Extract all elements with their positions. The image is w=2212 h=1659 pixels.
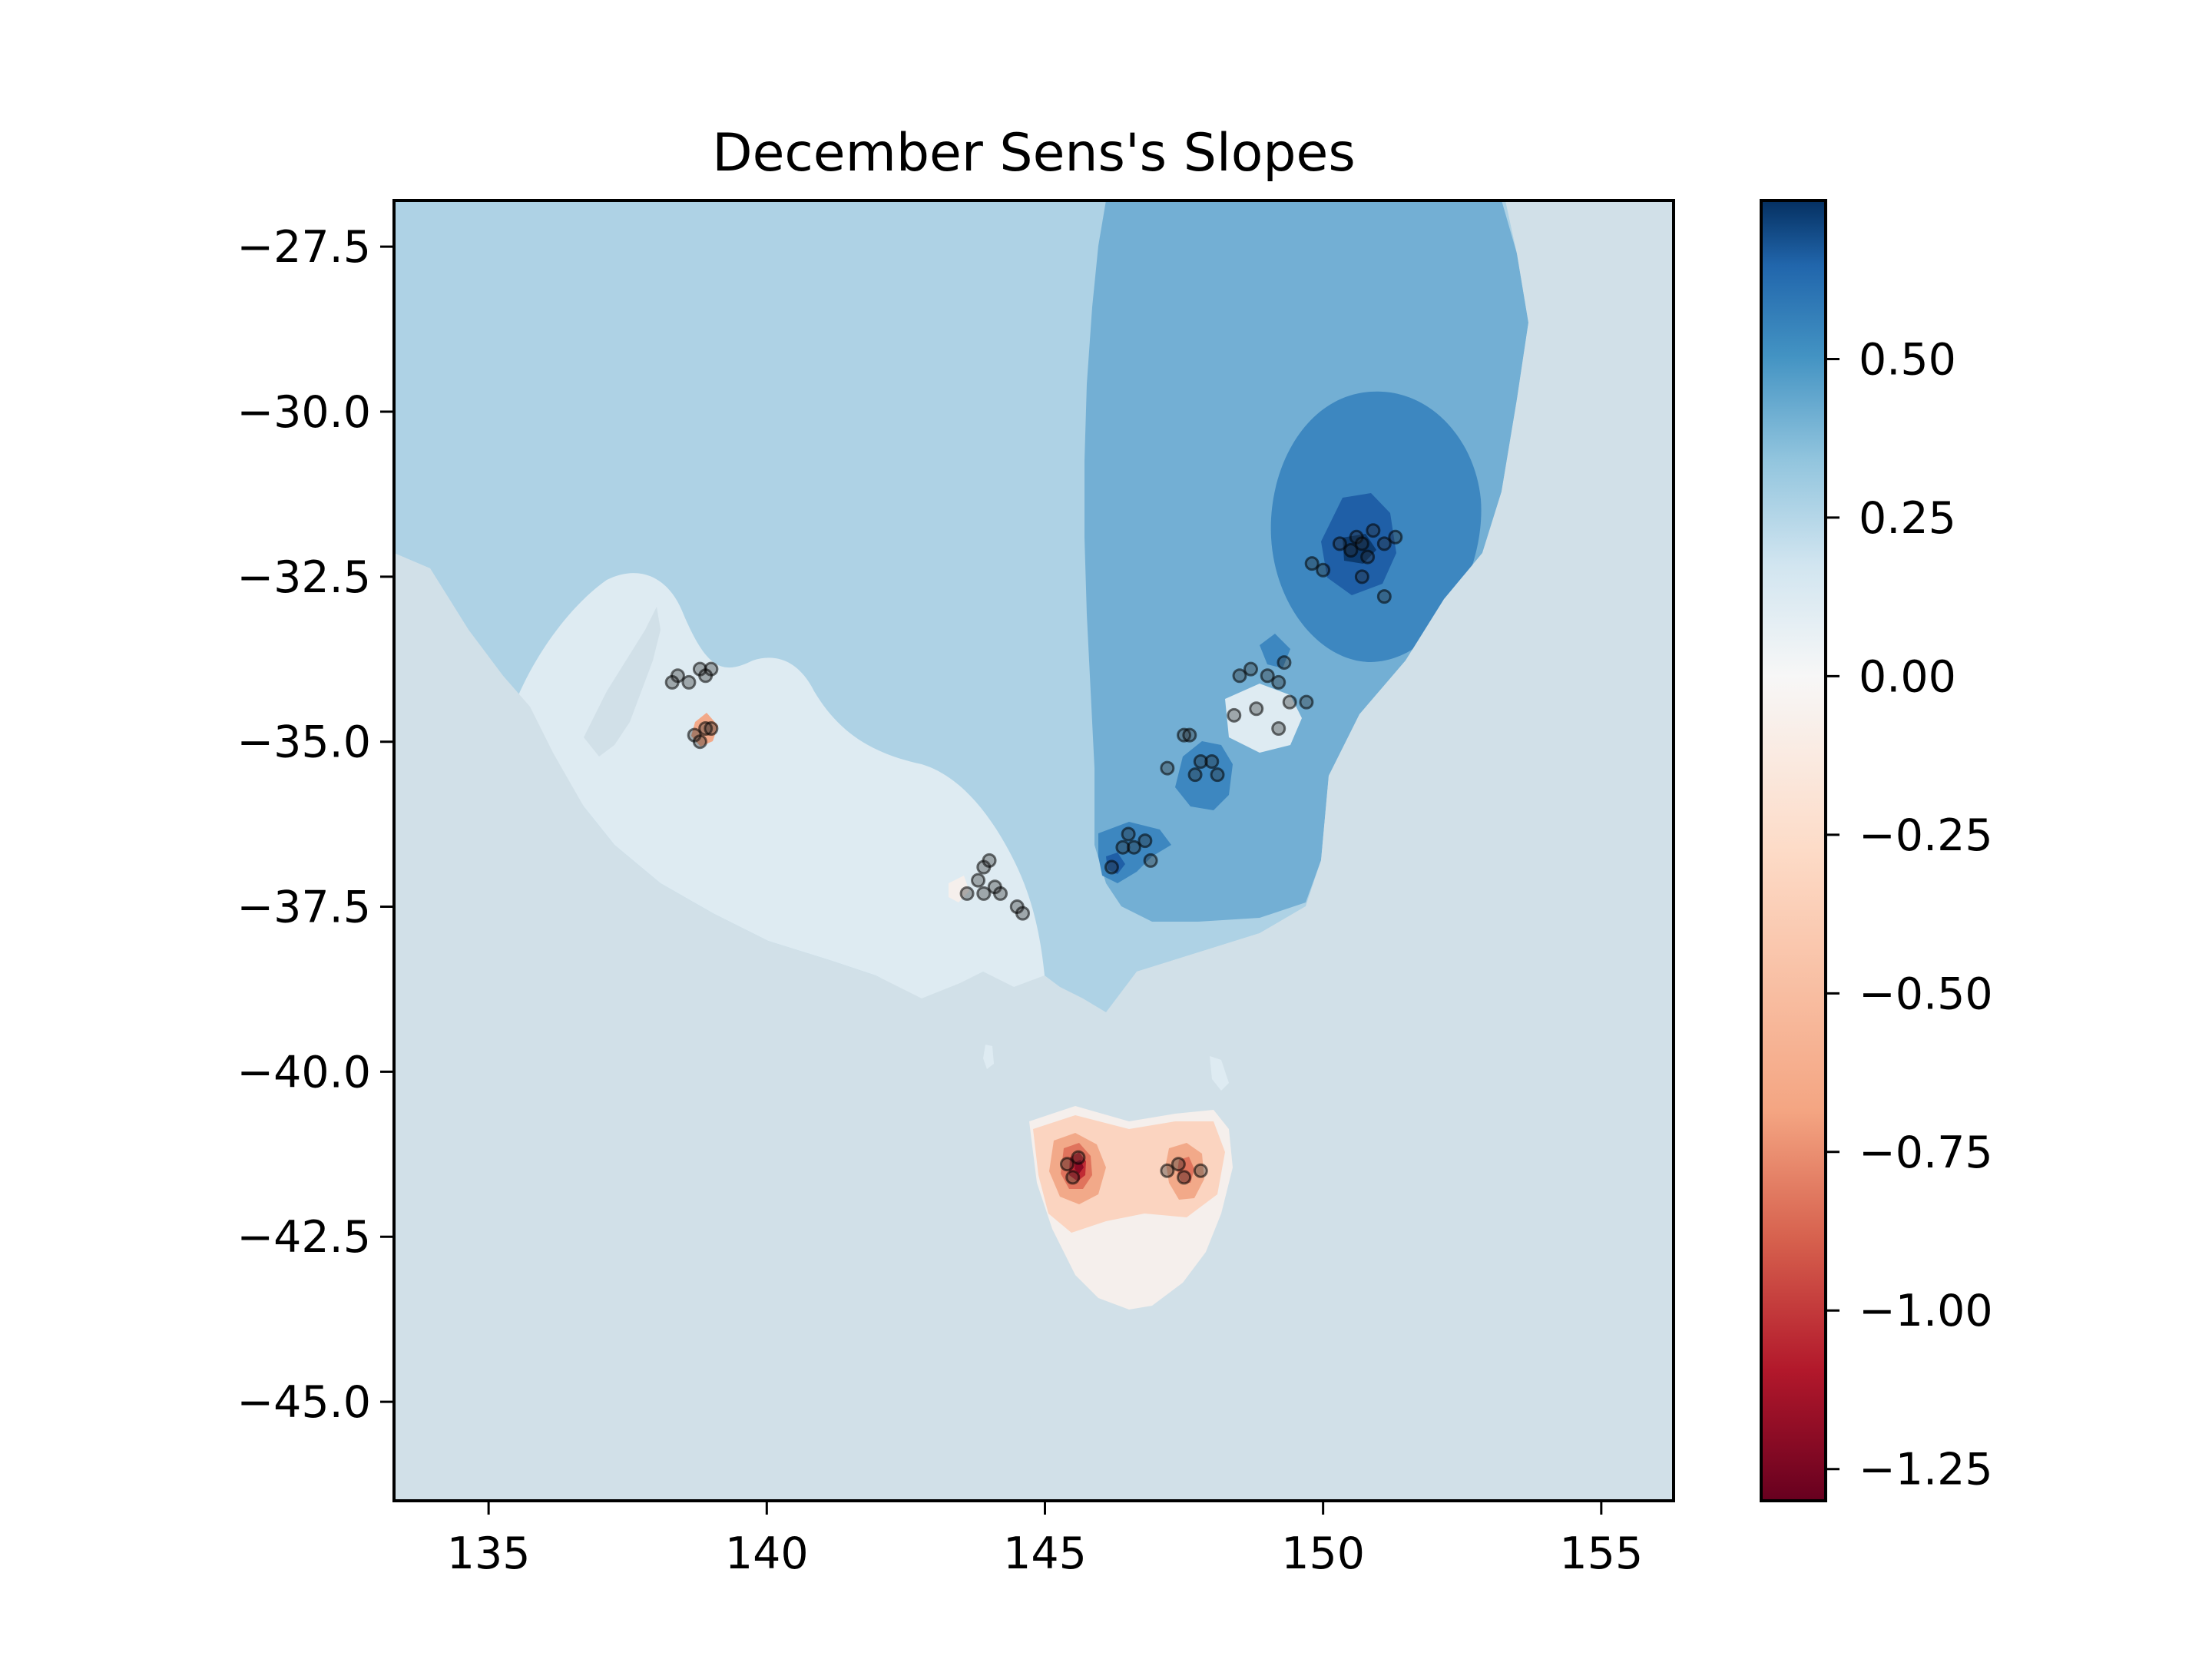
station-point (1104, 859, 1119, 875)
station-point (1160, 1163, 1175, 1178)
colorbar-tick-label: 0.50 (1859, 334, 1956, 385)
station-point (1137, 833, 1153, 849)
y-tick-label: −32.5 (237, 552, 371, 603)
station-point (1193, 1163, 1208, 1178)
station-point (1115, 839, 1131, 855)
station-point (1071, 1150, 1086, 1165)
colorbar-tick-label: 0.25 (1859, 493, 1956, 544)
station-point (1059, 1157, 1075, 1172)
station-markers (664, 523, 1403, 1185)
station-point (1015, 906, 1031, 921)
station-point (1187, 767, 1203, 783)
y-tick-label: −35.0 (237, 717, 371, 768)
colorbar-tick-label: −0.50 (1859, 969, 1993, 1019)
station-point (959, 886, 975, 901)
station-point (1271, 721, 1286, 737)
contour-0.375-patch-c (1260, 634, 1290, 668)
station-point (1299, 694, 1314, 710)
station-point (1160, 760, 1175, 776)
station-point (1304, 556, 1320, 571)
colorbar-tick-label: −1.25 (1859, 1445, 1993, 1495)
station-point (692, 734, 707, 750)
station-point (1243, 661, 1258, 677)
station-point (704, 721, 719, 737)
x-axis: 135 140 145 150 155 (447, 1501, 1643, 1579)
station-point (1126, 839, 1141, 855)
station-point (1204, 753, 1220, 769)
station-point (1227, 707, 1242, 723)
colorbar-frame (1760, 199, 1827, 1502)
station-point (982, 853, 997, 868)
y-tick-label: −42.5 (237, 1212, 371, 1263)
station-point (1376, 536, 1392, 551)
station-point (698, 668, 714, 684)
y-tick-label: −27.5 (237, 222, 371, 273)
station-point (1332, 536, 1347, 551)
contour-zero-victoria (949, 876, 969, 902)
y-tick-label: −30.0 (237, 387, 371, 438)
station-point (681, 674, 697, 690)
y-tick-label: −45.0 (237, 1377, 371, 1428)
station-point (1343, 542, 1359, 558)
station-point (1210, 767, 1225, 783)
station-point (971, 873, 986, 888)
colorbar: 0.50 0.25 0.00 −0.25 −0.50 −0.75 −1.00 −1.25 (1760, 199, 1993, 1502)
station-point (664, 674, 680, 690)
station-point (1376, 589, 1392, 604)
station-point (1232, 668, 1247, 684)
flinders-island (1210, 1056, 1229, 1091)
colorbar-tick-label: −0.25 (1859, 810, 1993, 861)
y-tick-label: −40.0 (237, 1047, 371, 1098)
colorbar-tick-label: 0.00 (1859, 651, 1956, 702)
x-tick-label: 145 (1003, 1528, 1087, 1579)
king-island (983, 1045, 994, 1069)
station-point (1193, 753, 1208, 769)
kangaroo-island (580, 782, 676, 808)
colorbar-gradient (1761, 200, 1826, 1501)
station-point (1282, 694, 1297, 710)
spencer-gulf (584, 607, 661, 757)
x-tick-label: 150 (1281, 1528, 1365, 1579)
y-tick-label: −37.5 (237, 882, 371, 933)
sea-gulfs (394, 553, 1022, 1501)
station-point (1360, 549, 1376, 565)
chart-title: December Sens's Slopes (712, 123, 1356, 184)
station-point (1065, 1170, 1081, 1185)
station-point (1316, 562, 1331, 578)
plot-frame (392, 199, 1675, 1502)
station-point (1171, 1157, 1186, 1172)
station-point (1354, 536, 1369, 551)
x-tick-label: 155 (1559, 1528, 1643, 1579)
station-point (1121, 826, 1136, 842)
y-axis: −27.5 −30.0 −32.5 −35.0 −37.5 −40.0 −42.5 −45.0 (237, 222, 394, 1428)
x-tick-label: 140 (725, 1528, 809, 1579)
colorbar-tick-label: −0.75 (1859, 1128, 1993, 1178)
x-tick-label: 135 (447, 1528, 531, 1579)
station-point (993, 886, 1008, 901)
station-point (1260, 668, 1275, 684)
station-point (1366, 523, 1381, 538)
station-point (1354, 569, 1369, 584)
colorbar-tick-label: −1.00 (1859, 1286, 1993, 1336)
station-point (1249, 701, 1264, 717)
station-point (1271, 674, 1286, 690)
map-plot (394, 200, 1674, 1501)
station-point (1177, 1170, 1192, 1185)
station-point (1277, 655, 1292, 671)
colorbar-ticks: 0.50 0.25 0.00 −0.25 −0.50 −0.75 −1.00 −1.25 (1826, 334, 1993, 1495)
station-point (1182, 727, 1197, 743)
station-point (1143, 853, 1158, 868)
station-point (1388, 529, 1403, 545)
station-point (976, 886, 992, 901)
